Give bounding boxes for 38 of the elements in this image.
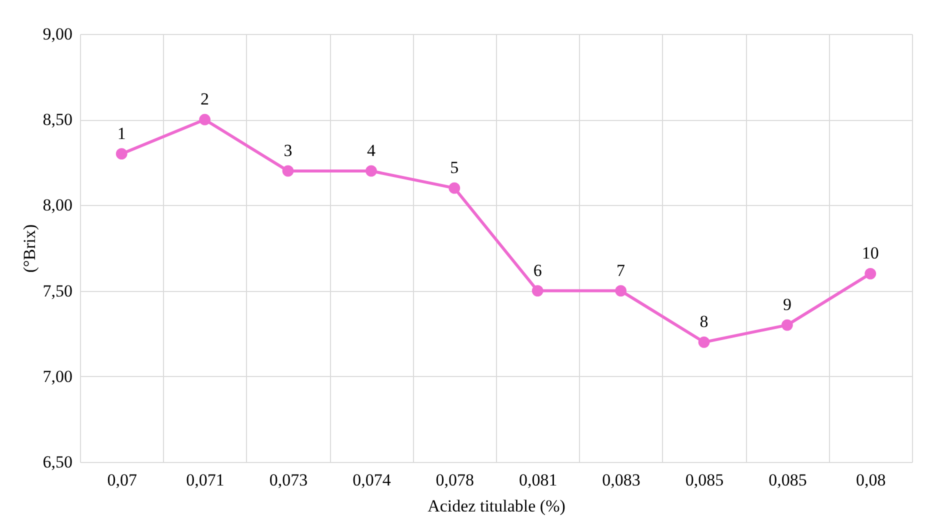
point	[782, 319, 793, 331]
point	[282, 165, 294, 177]
annotation: 4	[366, 140, 376, 160]
point	[199, 114, 210, 126]
annotation: 9	[782, 295, 792, 314]
x-tick-label: 0,073	[269, 470, 308, 490]
point	[448, 182, 460, 194]
x-tick-label: 0,074	[352, 470, 392, 490]
annotation: 6	[533, 260, 542, 280]
x-tick-label: 0,08	[856, 470, 886, 490]
annotation: 2	[200, 90, 210, 109]
y-tick-label: 9,00	[42, 24, 72, 44]
annotation: 7	[616, 260, 626, 280]
x-tick-label: 0,085	[768, 470, 807, 490]
y-tick-label: 7,00	[42, 366, 72, 386]
y-tick-label: 8,00	[42, 196, 72, 215]
annotation: 8	[700, 312, 708, 332]
x-tick-label: 0,071	[186, 470, 224, 490]
x-tick-label: 0,085	[685, 470, 724, 490]
point	[864, 268, 876, 280]
y-axis-title: (°Brix)	[20, 224, 39, 273]
point	[366, 165, 377, 177]
x-tick-label: 0,07	[107, 470, 138, 490]
annotation: 3	[284, 140, 292, 160]
y-tick-label: 8,50	[42, 110, 72, 130]
annotation: 1	[117, 124, 126, 143]
point	[615, 285, 626, 296]
annotation: 10	[862, 244, 879, 263]
annotation: 5	[450, 158, 459, 178]
y-tick-label: 6,50	[42, 452, 72, 472]
point	[532, 285, 544, 296]
point	[698, 336, 710, 348]
point	[116, 148, 128, 160]
y-tick-label: 7,50	[42, 281, 72, 300]
x-tick-label: 0,078	[436, 470, 474, 490]
x-tick-label: 0,081	[518, 470, 558, 490]
x-tick-label: 0,083	[602, 470, 640, 490]
x-axis-title: Acidez titulable (%)	[428, 496, 566, 516]
